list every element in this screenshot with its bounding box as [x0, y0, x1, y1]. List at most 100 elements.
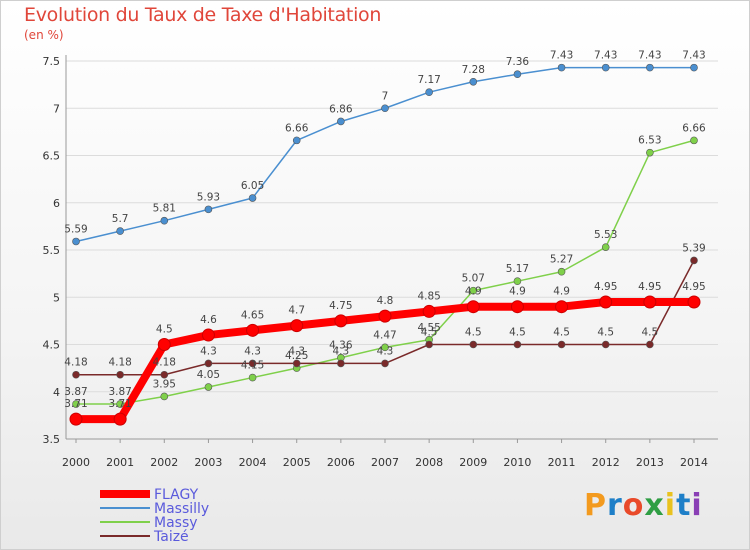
data-labels: 5.59 5.7 5.81 5.93 6.05 6.66 6.86 7 7.17 7.28 7.36… [64, 50, 706, 411]
data-label-flagy: 3.71 [64, 398, 87, 410]
point-taiz- [204, 359, 213, 368]
proxiti-logo: Proxiti [584, 488, 703, 523]
data-label-flagy: 4.6 [200, 314, 217, 326]
data-label-taiz-: 4.3 [244, 345, 261, 357]
point-massy [601, 243, 610, 251]
point-massy [513, 277, 522, 285]
point-taiz- [381, 359, 389, 368]
point-massy [381, 343, 389, 352]
legend-label-taiz-: Taizé [153, 529, 189, 545]
data-label-taiz-: 4.5 [465, 327, 482, 339]
logo-letter: r [607, 488, 623, 523]
data-label-taiz-: 4.5 [421, 327, 438, 339]
point-massy [204, 383, 213, 391]
data-label-taiz-: 4.18 [108, 357, 131, 369]
data-label-massy: 6.66 [682, 122, 706, 134]
point-massilly [292, 136, 301, 145]
data-label-massy: 5.27 [550, 254, 573, 266]
point-massilly [381, 104, 389, 113]
point-flagy [113, 412, 127, 426]
data-label-massilly: 7.28 [462, 64, 485, 76]
x-tick-label: 2013 [636, 456, 664, 469]
point-massilly [72, 237, 80, 246]
point-massilly [160, 216, 169, 225]
data-label-massy: 4.05 [197, 369, 220, 381]
legend-label-massilly: Massilly [154, 501, 209, 517]
point-massilly [248, 194, 257, 202]
point-massilly [690, 63, 698, 72]
point-taiz- [116, 370, 124, 379]
y-tick-label: 7 [53, 102, 60, 115]
point-flagy [555, 300, 569, 314]
point-flagy [157, 338, 171, 351]
point-massy [248, 373, 257, 382]
x-tick-label: 2001 [106, 456, 134, 469]
point-taiz- [690, 256, 698, 265]
data-label-massy: 5.53 [594, 229, 617, 241]
data-label-flagy: 4.9 [509, 286, 526, 298]
data-label-massy: 4.55 [417, 322, 440, 334]
data-label-massilly: 7.36 [506, 56, 530, 68]
data-label-flagy: 4.5 [156, 324, 173, 336]
point-massilly [469, 77, 478, 86]
point-massy [116, 400, 124, 408]
data-label-taiz-: 4.5 [553, 327, 570, 339]
point-taiz- [248, 359, 257, 368]
x-tick-label: 2005 [283, 456, 311, 469]
data-label-massy: 3.87 [108, 386, 131, 398]
point-massilly [425, 88, 433, 96]
point-taiz- [646, 340, 654, 349]
data-label-massilly: 6.66 [285, 122, 309, 134]
data-label-massilly: 6.86 [329, 103, 353, 115]
data-label-flagy: 3.71 [108, 398, 131, 410]
data-label-massy: 3.95 [153, 378, 176, 390]
data-label-massilly: 7.43 [682, 50, 705, 62]
point-flagy [599, 295, 613, 309]
data-label-massilly: 7.43 [638, 50, 661, 62]
logo-letter: x [644, 488, 665, 523]
logo-letter: i [691, 488, 703, 523]
data-label-taiz-: 4.5 [509, 327, 526, 339]
data-label-flagy: 4.85 [417, 290, 440, 302]
data-label-taiz-: 5.39 [682, 242, 705, 254]
data-label-flagy: 4.95 [594, 281, 617, 293]
data-label-massy: 5.07 [462, 273, 485, 285]
point-taiz- [469, 340, 478, 349]
y-tick-label: 6 [53, 197, 60, 210]
x-tick-label: 2009 [459, 456, 487, 469]
logo-letter: o [622, 488, 645, 523]
data-label-taiz-: 4.18 [64, 357, 87, 369]
data-label-taiz-: 4.5 [642, 327, 659, 339]
point-flagy [69, 412, 83, 426]
point-taiz- [513, 340, 522, 349]
data-label-flagy: 4.9 [553, 286, 570, 298]
data-label-massy: 4.25 [285, 350, 308, 362]
point-taiz- [601, 340, 610, 349]
x-tick-label: 2014 [680, 456, 708, 469]
data-label-massilly: 7 [382, 90, 389, 102]
point-flagy [466, 300, 480, 314]
point-massilly [646, 63, 654, 72]
y-tick-label: 3.5 [43, 433, 61, 446]
logo-letter: t [676, 488, 692, 523]
logo-letter: P [584, 488, 607, 523]
data-label-massilly: 5.93 [197, 191, 220, 203]
point-flagy [290, 319, 304, 333]
data-label-massy: 4.36 [329, 340, 353, 352]
data-label-taiz-: 4.18 [153, 357, 176, 369]
point-taiz- [72, 370, 80, 379]
x-tick-label: 2000 [62, 456, 90, 469]
data-label-flagy: 4.65 [241, 309, 264, 321]
data-label-massilly: 7.43 [594, 50, 617, 62]
x-tick-label: 2006 [327, 456, 355, 469]
y-tick-label: 4.5 [43, 339, 61, 352]
x-tick-label: 2007 [371, 456, 399, 469]
x-tick-label: 2011 [548, 456, 576, 469]
y-tick-label: 5.5 [43, 244, 61, 257]
point-taiz- [557, 340, 566, 349]
y-tick-label: 4 [53, 386, 60, 399]
